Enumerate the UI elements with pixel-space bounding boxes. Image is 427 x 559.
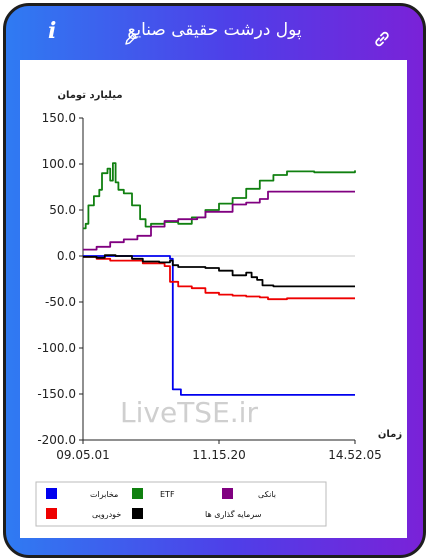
y-tick-label: -100.0	[37, 341, 76, 355]
legend-swatch	[46, 508, 57, 519]
x-axis-label: زمان	[378, 429, 402, 440]
y-axis-label: میلیارد تومان	[57, 90, 122, 101]
legend-box	[35, 481, 327, 527]
legend-label: بانکی	[258, 490, 276, 499]
legend-label: مخابرات	[90, 490, 118, 499]
pencil-icon[interactable]	[124, 32, 138, 46]
info-icon[interactable]: i	[48, 18, 57, 44]
legend-swatch	[132, 508, 143, 519]
y-tick-label: 100.0	[42, 157, 76, 171]
legend-label: سرمایه گذاری ها	[205, 509, 262, 519]
y-tick-label: -150.0	[37, 387, 76, 401]
y-tick-label: 0.0	[57, 249, 76, 263]
legend-swatch	[222, 488, 233, 499]
legend-swatch	[132, 488, 143, 499]
series-line	[83, 162, 356, 230]
series-line	[83, 255, 355, 301]
chart: میلیارد تومان زمان LiveTSE.ir 150.0 100.0…	[35, 90, 402, 527]
watermark: LiveTSE.ir	[120, 396, 258, 429]
y-tick-label: 150.0	[42, 111, 76, 125]
series-line	[83, 255, 355, 396]
y-tick-label: 50.0	[49, 203, 76, 217]
legend-swatch	[46, 488, 57, 499]
legend-label: خودرویی	[92, 510, 121, 519]
x-tick-label: 11.15.20	[192, 448, 245, 462]
y-tick-label: -200.0	[37, 433, 76, 447]
y-tick-label: -50.0	[45, 295, 76, 309]
series-line	[83, 254, 355, 288]
legend-label: ETF	[160, 490, 175, 499]
chart-card: میلیارد تومان زمان LiveTSE.ir 150.0 100.0…	[20, 60, 407, 538]
x-tick-label: 09.05.01	[56, 448, 109, 462]
page-title: پول درشت حقیقی صنایع	[127, 20, 302, 40]
link-icon[interactable]	[373, 30, 391, 48]
series-line	[83, 190, 355, 251]
x-tick-label: 14.52.05	[328, 448, 381, 462]
header: i پول درشت حقیقی صنایع	[6, 6, 423, 58]
app-frame: i پول درشت حقیقی صنایع میلیارد تومان زما…	[3, 3, 426, 558]
